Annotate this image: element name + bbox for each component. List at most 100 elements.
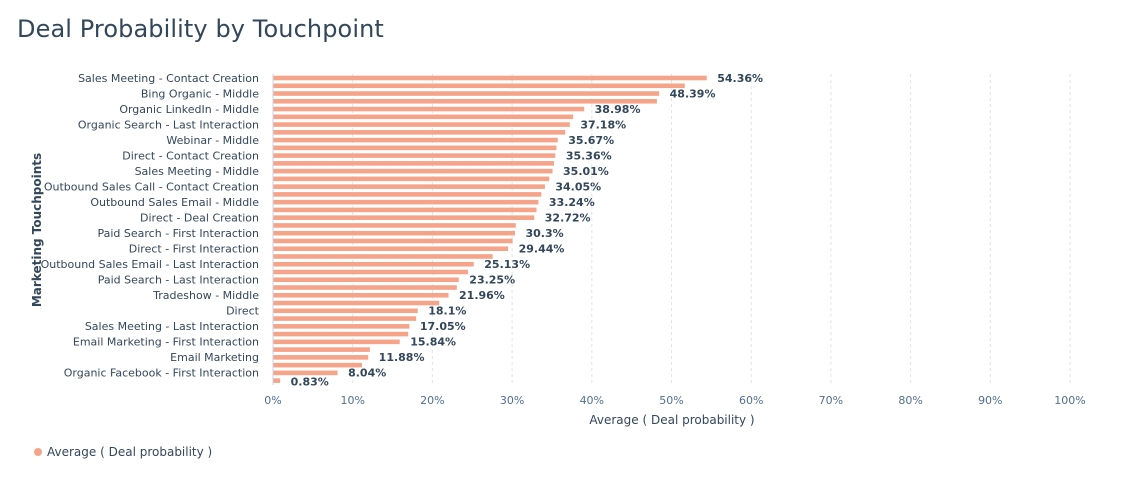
data-labels: 54.36%48.39% 38.98% 37.18% 35.67% 35.36% 35.0… — [291, 72, 763, 389]
x-tick-label: 70% — [819, 394, 843, 407]
legend: Average ( Deal probability ) — [34, 445, 212, 459]
data-label: 18.1% — [428, 305, 466, 318]
bar[interactable] — [273, 378, 281, 383]
bar[interactable] — [273, 246, 509, 252]
bar[interactable] — [273, 300, 440, 306]
bar[interactable] — [273, 223, 516, 228]
category-labels: Sales Meeting - Contact Creation Bing Org… — [41, 72, 260, 380]
x-axis-title: Average ( Deal probability ) — [589, 413, 754, 427]
category-label: Paid Search - First Interaction — [98, 227, 260, 240]
gridlines — [272, 74, 1071, 385]
data-label: 29.44% — [519, 243, 565, 256]
category-label: Direct - First Interaction — [129, 243, 259, 256]
x-tick-label: 60% — [739, 394, 763, 407]
category-label: Outbound Sales Call - Contact Creation — [44, 180, 259, 193]
data-label: 32.72% — [545, 211, 591, 224]
bar[interactable] — [273, 199, 539, 205]
data-label: 11.88% — [379, 351, 425, 364]
category-label: Direct — [226, 305, 260, 318]
data-label: 34.05% — [555, 180, 601, 193]
category-label: Direct - Contact Creation — [122, 149, 259, 162]
data-label: 37.18% — [580, 118, 626, 131]
bar[interactable] — [273, 308, 418, 314]
bar[interactable] — [273, 168, 553, 174]
category-label: Bing Organic - Middle — [141, 87, 259, 100]
bar[interactable] — [273, 161, 555, 166]
x-tick-label: 50% — [659, 394, 683, 407]
legend-swatch — [34, 448, 42, 456]
data-label: 15.84% — [410, 336, 456, 349]
bar[interactable] — [273, 238, 513, 244]
bar[interactable] — [273, 254, 493, 259]
bar[interactable] — [273, 98, 657, 104]
data-label: 21.96% — [459, 289, 505, 302]
data-label: 17.05% — [420, 320, 466, 333]
data-label: 30.3% — [525, 227, 563, 240]
bar[interactable] — [273, 215, 535, 220]
category-label: Sales Meeting - Last Interaction — [85, 320, 259, 333]
bar[interactable] — [273, 207, 537, 213]
data-label: 8.04% — [348, 367, 386, 380]
bars — [273, 75, 707, 383]
data-label: 54.36% — [717, 72, 763, 85]
data-label: 23.25% — [469, 274, 515, 287]
bar[interactable] — [273, 362, 362, 368]
bar[interactable] — [273, 137, 558, 143]
bar[interactable] — [273, 192, 542, 197]
x-tick-labels: 0% 10% 20% 30% 40% 50% 60% 70% 80% 90% 100% — [264, 394, 1085, 407]
bar[interactable] — [273, 122, 570, 127]
bar[interactable] — [273, 285, 457, 290]
data-label: 35.67% — [568, 134, 614, 147]
category-label: Tradeshow - Middle — [152, 289, 259, 302]
data-label: 48.39% — [670, 87, 716, 100]
bar[interactable] — [273, 91, 660, 96]
x-tick-label: 10% — [340, 394, 364, 407]
bar[interactable] — [273, 370, 338, 376]
bar[interactable] — [273, 324, 410, 329]
x-tick-label: 20% — [420, 394, 444, 407]
bar[interactable] — [273, 277, 459, 283]
bar[interactable] — [273, 176, 550, 182]
x-tick-label: 80% — [898, 394, 922, 407]
x-tick-label: 90% — [978, 394, 1002, 407]
page-title: Deal Probability by Touchpoint — [17, 15, 384, 43]
category-label: Sales Meeting - Middle — [135, 165, 260, 178]
x-tick-label: 100% — [1054, 394, 1085, 407]
bar[interactable] — [273, 339, 400, 345]
data-label: 35.36% — [566, 149, 612, 162]
bar[interactable] — [273, 83, 685, 89]
bar[interactable] — [273, 347, 370, 352]
data-label: 0.83% — [291, 376, 329, 389]
data-label: 25.13% — [484, 258, 530, 271]
bar[interactable] — [273, 331, 409, 337]
bar[interactable] — [273, 261, 474, 267]
category-label: Email Marketing - First Interaction — [73, 336, 259, 349]
bar[interactable] — [273, 75, 707, 81]
category-label: Outbound Sales Email - Last Interaction — [41, 258, 259, 271]
data-label: 33.24% — [549, 196, 595, 209]
bar[interactable] — [273, 184, 545, 189]
category-label: Direct - Deal Creation — [140, 211, 259, 224]
bar[interactable] — [273, 269, 468, 275]
y-axis-title: Marketing Touchpoints — [30, 153, 44, 307]
bar[interactable] — [273, 316, 417, 321]
bar[interactable] — [273, 355, 369, 360]
bar[interactable] — [273, 130, 566, 135]
bar[interactable] — [273, 114, 574, 120]
category-label: Webinar - Middle — [166, 134, 259, 147]
bar[interactable] — [273, 230, 515, 236]
category-label: Email Marketing — [170, 351, 259, 364]
category-label: Outbound Sales Email - Middle — [90, 196, 259, 209]
x-tick-label: 30% — [500, 394, 524, 407]
bar[interactable] — [273, 153, 556, 158]
bar[interactable] — [273, 145, 557, 151]
category-label: Sales Meeting - Contact Creation — [78, 72, 259, 85]
bar[interactable] — [273, 292, 449, 298]
category-label: Organic Facebook - First Interaction — [64, 367, 259, 380]
bar[interactable] — [273, 106, 585, 112]
category-label: Organic Search - Last Interaction — [78, 118, 259, 131]
data-label: 35.01% — [563, 165, 609, 178]
category-label: Organic LinkedIn - Middle — [119, 103, 259, 116]
category-label: Paid Search - Last Interaction — [98, 274, 259, 287]
